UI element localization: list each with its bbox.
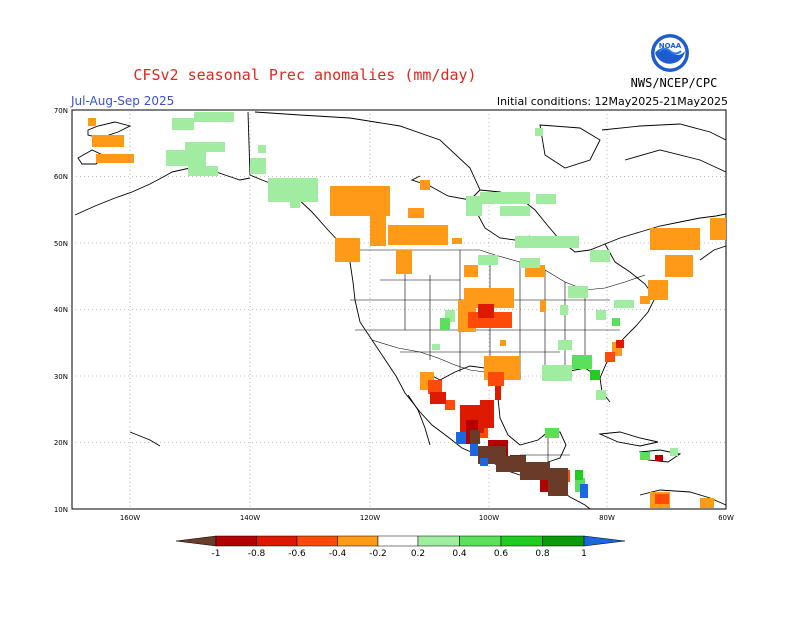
latitude-labels: 70N 60N 50N 40N 30N 20N 10N bbox=[54, 107, 68, 514]
colorbar-label: -1 bbox=[212, 549, 221, 559]
colorbar-bin bbox=[377, 535, 419, 547]
colorbar-bin bbox=[215, 535, 257, 547]
wet-anomalies-strong bbox=[575, 370, 600, 480]
colorbar-bin bbox=[337, 535, 379, 547]
wet-anomalies-weak bbox=[166, 112, 678, 456]
colorbar-label: -0.4 bbox=[329, 549, 347, 559]
dry-anomalies-weak bbox=[88, 118, 726, 508]
lat-label: 70N bbox=[54, 107, 68, 115]
colorbar bbox=[175, 535, 626, 547]
forecast-period: Jul-Aug-Sep 2025 bbox=[71, 94, 175, 108]
lat-label: 50N bbox=[54, 240, 68, 248]
initial-conditions: Initial conditions: 12May2025-21May2025 bbox=[496, 95, 728, 108]
colorbar-lower-triangle bbox=[175, 535, 217, 547]
colorbar-upper-triangle bbox=[583, 535, 626, 547]
map-frame bbox=[71, 109, 727, 510]
lat-label: 60N bbox=[54, 173, 68, 181]
political-borders bbox=[350, 249, 646, 470]
colorbar-bin bbox=[256, 535, 298, 547]
colorbar-label: -0.2 bbox=[369, 549, 387, 559]
lon-label: 120W bbox=[360, 514, 380, 522]
lon-label: 160W bbox=[120, 514, 140, 522]
colorbar-bin bbox=[542, 535, 585, 547]
colorbar-bin bbox=[417, 535, 460, 547]
colorbar-label: 0.4 bbox=[452, 549, 467, 559]
wet-anomalies-extreme bbox=[456, 432, 588, 498]
colorbar-bin bbox=[296, 535, 338, 547]
lat-label: 10N bbox=[54, 506, 68, 514]
lat-label: 30N bbox=[54, 373, 68, 381]
lon-label: 80W bbox=[599, 514, 615, 522]
lon-label: 140W bbox=[240, 514, 260, 522]
longitude-labels: 160W 140W 120W 100W 80W 60W bbox=[120, 514, 734, 522]
lon-label: 100W bbox=[479, 514, 499, 522]
logo-text: NOAA bbox=[659, 42, 682, 50]
colorbar-bin bbox=[500, 535, 543, 547]
colorbar-label: 0.2 bbox=[411, 549, 425, 559]
lat-label: 20N bbox=[54, 439, 68, 447]
agency-label: NWS/NCEP/CPC bbox=[630, 76, 718, 90]
colorbar-labels: -1 -0.8 -0.6 -0.4 -0.2 0.2 0.4 0.6 0.8 1 bbox=[212, 549, 587, 559]
lon-label: 60W bbox=[718, 514, 734, 522]
colorbar-label: -0.8 bbox=[248, 549, 266, 559]
colorbar-label: 0.6 bbox=[494, 549, 509, 559]
graticule bbox=[72, 110, 726, 509]
noaa-logo: NOAA bbox=[651, 34, 689, 72]
colorbar-bin bbox=[459, 535, 502, 547]
coastlines bbox=[74, 111, 727, 510]
chart-title: CFSv2 seasonal Prec anomalies (mm/day) bbox=[133, 66, 477, 84]
colorbar-label: 1 bbox=[581, 549, 587, 559]
lat-label: 40N bbox=[54, 306, 68, 314]
dry-anomalies-extreme bbox=[470, 430, 568, 496]
colorbar-label: 0.8 bbox=[535, 549, 550, 559]
colorbar-label: -0.6 bbox=[288, 549, 306, 559]
